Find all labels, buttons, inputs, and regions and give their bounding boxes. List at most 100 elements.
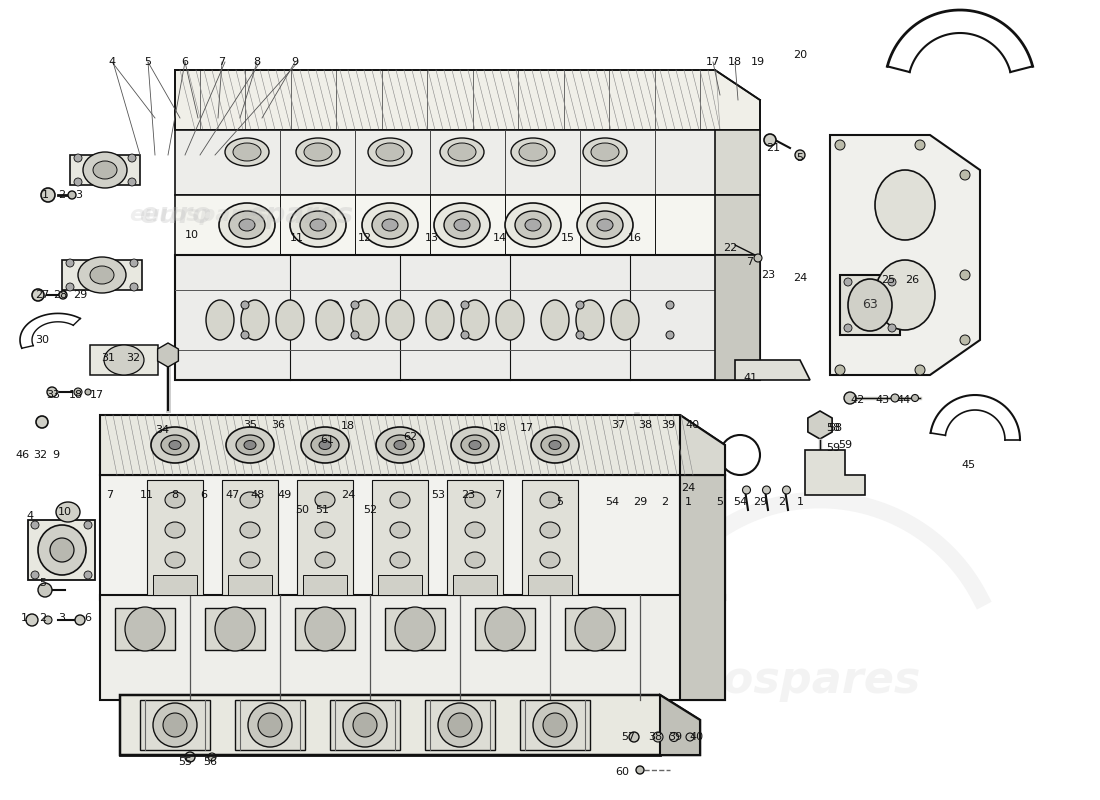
Circle shape xyxy=(31,521,38,529)
Ellipse shape xyxy=(874,170,935,240)
Text: 21: 21 xyxy=(766,143,780,153)
Circle shape xyxy=(795,150,805,160)
Ellipse shape xyxy=(610,300,639,340)
Ellipse shape xyxy=(597,219,613,231)
Text: 48: 48 xyxy=(251,490,265,500)
Circle shape xyxy=(844,324,852,332)
Polygon shape xyxy=(205,608,265,650)
Circle shape xyxy=(31,571,38,579)
Text: 29: 29 xyxy=(632,497,647,507)
Ellipse shape xyxy=(353,713,377,737)
Ellipse shape xyxy=(543,713,566,737)
Ellipse shape xyxy=(390,492,410,508)
Polygon shape xyxy=(70,155,140,185)
Text: 40: 40 xyxy=(689,732,703,742)
Ellipse shape xyxy=(519,143,547,161)
Text: 58: 58 xyxy=(826,423,840,433)
Ellipse shape xyxy=(153,703,197,747)
Text: spares: spares xyxy=(250,201,354,229)
Text: 7: 7 xyxy=(107,490,113,500)
Ellipse shape xyxy=(465,522,485,538)
Ellipse shape xyxy=(451,427,499,463)
Ellipse shape xyxy=(485,607,525,651)
Ellipse shape xyxy=(165,492,185,508)
Ellipse shape xyxy=(50,538,74,562)
Circle shape xyxy=(331,331,339,339)
Text: 56: 56 xyxy=(204,757,217,767)
Text: 32: 32 xyxy=(125,353,140,363)
Ellipse shape xyxy=(219,203,275,247)
Text: 30: 30 xyxy=(35,335,50,345)
Polygon shape xyxy=(447,480,503,595)
Polygon shape xyxy=(157,343,178,367)
Ellipse shape xyxy=(362,203,418,247)
Ellipse shape xyxy=(515,211,551,239)
Ellipse shape xyxy=(549,441,561,450)
Circle shape xyxy=(915,365,925,375)
Text: eurospares: eurospares xyxy=(130,205,271,225)
Text: 12: 12 xyxy=(358,233,372,243)
Text: 53: 53 xyxy=(431,490,446,500)
Text: 38: 38 xyxy=(648,732,662,742)
Text: 25: 25 xyxy=(881,275,895,285)
Ellipse shape xyxy=(848,279,892,331)
Text: 43: 43 xyxy=(874,395,889,405)
Ellipse shape xyxy=(540,522,560,538)
Text: 47: 47 xyxy=(226,490,240,500)
Text: eurospares: eurospares xyxy=(639,658,921,702)
Ellipse shape xyxy=(226,138,270,166)
Circle shape xyxy=(636,766,644,774)
Text: 7: 7 xyxy=(747,257,754,267)
Ellipse shape xyxy=(534,703,578,747)
Text: 18: 18 xyxy=(728,57,743,67)
Ellipse shape xyxy=(512,138,556,166)
Ellipse shape xyxy=(82,152,126,188)
Ellipse shape xyxy=(90,266,114,284)
Ellipse shape xyxy=(469,441,481,450)
Polygon shape xyxy=(522,480,578,595)
Ellipse shape xyxy=(496,300,524,340)
Circle shape xyxy=(960,170,970,180)
Circle shape xyxy=(59,291,67,299)
Polygon shape xyxy=(565,608,625,650)
Ellipse shape xyxy=(319,441,331,450)
Polygon shape xyxy=(297,480,353,595)
Text: 35: 35 xyxy=(243,420,257,430)
Circle shape xyxy=(351,331,359,339)
Text: 54: 54 xyxy=(733,497,747,507)
Ellipse shape xyxy=(461,435,490,455)
Circle shape xyxy=(128,178,136,186)
Polygon shape xyxy=(175,255,760,380)
Ellipse shape xyxy=(165,522,185,538)
Ellipse shape xyxy=(315,492,336,508)
Text: 36: 36 xyxy=(271,420,285,430)
Text: 19: 19 xyxy=(751,57,766,67)
Polygon shape xyxy=(153,575,197,595)
Ellipse shape xyxy=(386,435,414,455)
Circle shape xyxy=(461,331,469,339)
Ellipse shape xyxy=(300,211,336,239)
Polygon shape xyxy=(475,608,535,650)
Ellipse shape xyxy=(434,203,490,247)
Polygon shape xyxy=(660,695,700,755)
Circle shape xyxy=(653,423,663,433)
Text: 63: 63 xyxy=(862,298,878,311)
Ellipse shape xyxy=(390,552,410,568)
Text: 50: 50 xyxy=(295,505,309,515)
Polygon shape xyxy=(302,575,346,595)
Polygon shape xyxy=(295,608,355,650)
Text: 39: 39 xyxy=(661,420,675,430)
Ellipse shape xyxy=(94,161,117,179)
Ellipse shape xyxy=(241,300,270,340)
Ellipse shape xyxy=(244,441,256,450)
Text: 1: 1 xyxy=(42,190,48,200)
Ellipse shape xyxy=(240,492,260,508)
Text: 17: 17 xyxy=(706,57,721,67)
Polygon shape xyxy=(372,480,428,595)
Ellipse shape xyxy=(304,143,332,161)
Ellipse shape xyxy=(440,138,484,166)
Text: 39: 39 xyxy=(668,732,682,742)
Ellipse shape xyxy=(438,703,482,747)
Circle shape xyxy=(835,140,845,150)
Circle shape xyxy=(534,428,542,436)
